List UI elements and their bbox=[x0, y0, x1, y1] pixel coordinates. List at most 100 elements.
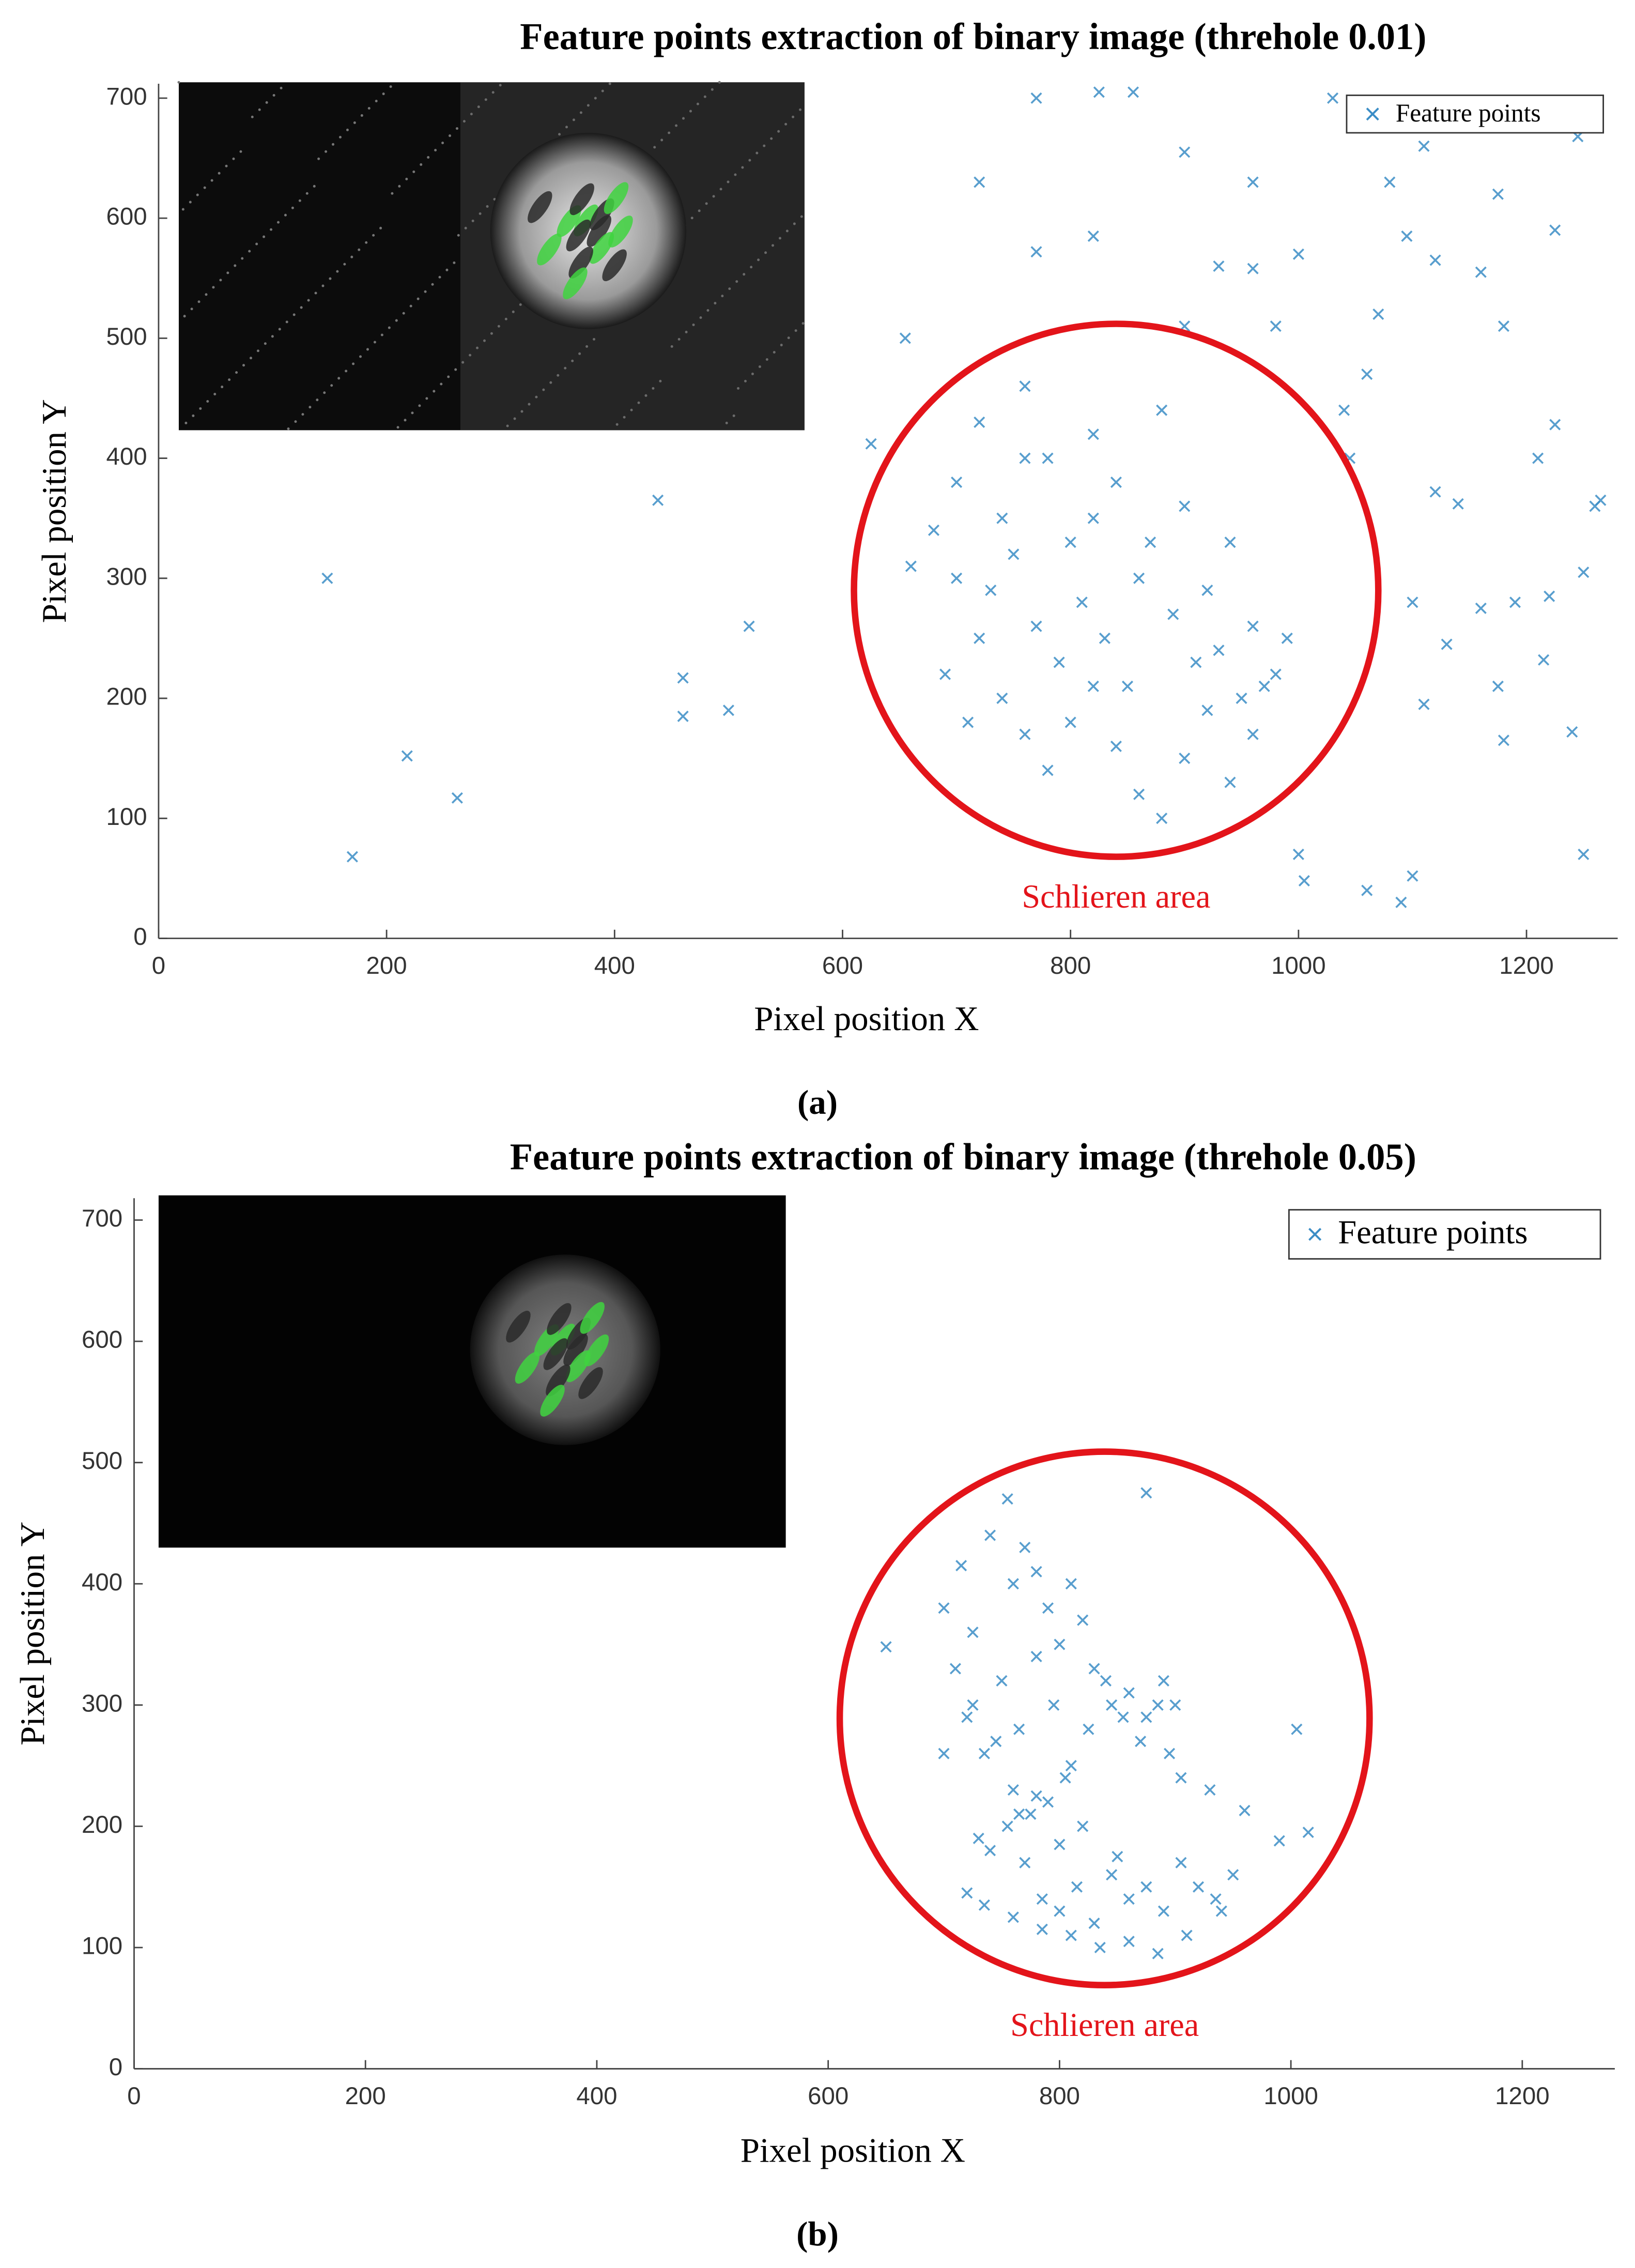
inset-speckle bbox=[242, 364, 245, 367]
inset-speckle bbox=[773, 351, 776, 354]
feature-point bbox=[722, 704, 734, 716]
y-tick-label: 600 bbox=[106, 203, 147, 231]
inset-speckle bbox=[653, 146, 656, 149]
inset-speckle bbox=[249, 357, 252, 360]
feature-point bbox=[1019, 380, 1031, 392]
inset-speckle bbox=[280, 86, 283, 89]
inset-speckle bbox=[417, 297, 420, 300]
inset-speckle bbox=[235, 371, 238, 374]
feature-point bbox=[1549, 224, 1561, 236]
feature-point bbox=[1013, 1808, 1025, 1820]
feature-point bbox=[1127, 86, 1139, 98]
inset-speckle bbox=[350, 255, 353, 258]
inset-speckle bbox=[535, 395, 538, 399]
inset-speckle bbox=[454, 368, 457, 371]
feature-point bbox=[1595, 494, 1607, 506]
inset-speckle bbox=[212, 286, 215, 289]
inset-speckle bbox=[388, 326, 391, 329]
feature-point bbox=[1065, 537, 1076, 548]
legend-label: Feature points bbox=[1396, 99, 1541, 127]
feature-point bbox=[1087, 680, 1099, 692]
inset-speckle bbox=[197, 300, 200, 303]
inset-streak bbox=[543, 1338, 568, 1370]
inset-speckle bbox=[558, 133, 561, 136]
feature-point bbox=[974, 632, 985, 644]
inset-speckle bbox=[276, 221, 280, 224]
feature-point bbox=[1054, 1638, 1066, 1650]
inset-speckle bbox=[323, 391, 326, 394]
inset-speckle bbox=[652, 387, 655, 390]
inset-speckle bbox=[690, 217, 693, 220]
inset-speckle bbox=[601, 89, 604, 93]
feature-point bbox=[951, 572, 963, 584]
y-tick-label: 200 bbox=[106, 683, 147, 711]
inset-speckle bbox=[284, 213, 287, 217]
inset-speckle bbox=[265, 101, 268, 104]
feature-point bbox=[1213, 260, 1225, 272]
inset-speckle bbox=[757, 258, 760, 262]
inset-speckle bbox=[420, 163, 423, 166]
inset-speckle bbox=[292, 313, 296, 316]
inset-streak bbox=[566, 219, 591, 252]
chart-title: Feature points extraction of binary imag… bbox=[520, 16, 1426, 57]
feature-point bbox=[1140, 1487, 1152, 1499]
inset-streak bbox=[604, 182, 629, 214]
feature-point bbox=[1133, 572, 1145, 584]
inset-speckle bbox=[440, 382, 443, 386]
feature-point bbox=[928, 524, 940, 536]
feature-point bbox=[1019, 1857, 1031, 1868]
inset-speckle bbox=[462, 120, 466, 123]
inset-speckle bbox=[748, 159, 751, 162]
inset-speckle bbox=[608, 82, 611, 85]
inset-speckle bbox=[287, 427, 290, 431]
feature-point bbox=[1030, 1650, 1042, 1663]
feature-point bbox=[677, 672, 689, 684]
feature-point bbox=[1247, 263, 1259, 274]
inset-speckle bbox=[379, 226, 382, 229]
x-tick-label: 1200 bbox=[1499, 952, 1553, 979]
inset-speckle bbox=[431, 283, 434, 286]
inset-speckle bbox=[184, 421, 188, 424]
inset-speckle bbox=[542, 388, 545, 391]
inset-speckle bbox=[228, 378, 231, 381]
inset-speckle bbox=[248, 250, 251, 253]
feature-point bbox=[1179, 753, 1191, 764]
inset-speckle bbox=[565, 126, 568, 129]
inset-streak bbox=[515, 1352, 540, 1384]
feature-point bbox=[1418, 698, 1430, 710]
inset-speckle bbox=[398, 185, 401, 188]
inset-speckle bbox=[294, 420, 297, 423]
inset-speckle bbox=[270, 228, 273, 231]
feature-point bbox=[1008, 548, 1020, 560]
y-tick-label: 200 bbox=[82, 1811, 122, 1838]
feature-point bbox=[321, 572, 333, 584]
inset-speckle bbox=[447, 375, 450, 378]
feature-point bbox=[1227, 1869, 1239, 1881]
inset-speckle bbox=[199, 407, 202, 410]
inset-speckle bbox=[734, 173, 737, 176]
feature-point bbox=[1094, 1941, 1106, 1954]
feature-point bbox=[1065, 1760, 1077, 1772]
feature-point bbox=[1384, 176, 1396, 188]
feature-point bbox=[984, 1845, 996, 1857]
inset-speckle bbox=[721, 295, 724, 298]
inset-streak bbox=[587, 215, 611, 247]
highlight-circle bbox=[851, 320, 1382, 860]
inset-streak bbox=[563, 1334, 588, 1366]
inset-speckle bbox=[251, 115, 254, 118]
inset-speckle bbox=[799, 108, 802, 111]
feature-point bbox=[951, 476, 963, 488]
inset-speckle bbox=[668, 131, 671, 134]
inset-speckle bbox=[206, 400, 209, 403]
inset-speckle bbox=[396, 426, 399, 429]
inset-speckle bbox=[239, 150, 242, 153]
inset-speckle bbox=[461, 361, 465, 364]
inset-speckle bbox=[784, 122, 788, 126]
inset-streak bbox=[589, 232, 614, 264]
feature-point bbox=[1140, 1881, 1152, 1893]
feature-point bbox=[1135, 1736, 1147, 1748]
inset-speckle bbox=[743, 273, 746, 276]
inset-speckle bbox=[585, 345, 589, 348]
inset-speckle bbox=[373, 341, 376, 344]
